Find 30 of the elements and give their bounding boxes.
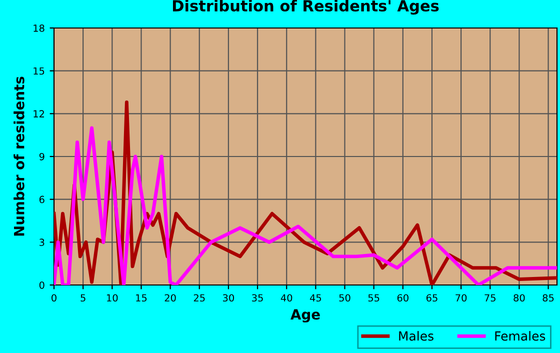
legend-label: Males — [399, 331, 434, 341]
x-tick-label: 25 — [194, 294, 205, 302]
y-tick-label: 9 — [39, 152, 44, 160]
y-tick-label: 12 — [34, 110, 44, 118]
x-tick-label: 30 — [223, 294, 234, 302]
x-tick-label: 70 — [456, 294, 467, 302]
x-tick-label: 15 — [136, 294, 147, 302]
x-tick-label: 75 — [484, 294, 496, 302]
x-tick-label: 45 — [310, 294, 322, 302]
legend-label: Females — [495, 331, 546, 341]
x-tick-label: 40 — [280, 294, 292, 302]
x-tick-label: 35 — [252, 294, 263, 302]
y-tick-label: 15 — [34, 67, 44, 75]
y-tick-label: 3 — [40, 238, 44, 246]
chart-title: Distribution of Residents' Ages — [172, 0, 439, 15]
x-tick-label: 20 — [164, 294, 176, 302]
x-tick-label: 0 — [52, 294, 56, 302]
x-tick-label: 10 — [107, 294, 118, 302]
y-tick-label: 0 — [39, 281, 44, 289]
x-axis-title: Age — [290, 309, 320, 322]
x-tick-label: 65 — [426, 294, 438, 302]
x-tick-label: 50 — [339, 294, 350, 302]
x-tick-label: 5 — [80, 294, 86, 302]
x-tick-label: 80 — [514, 294, 525, 302]
x-tick-label: 85 — [542, 294, 554, 302]
x-tick-label: 55 — [368, 294, 380, 302]
y-tick-label: 18 — [34, 24, 44, 32]
y-tick-label: 6 — [39, 196, 44, 204]
x-tick-label: 60 — [397, 294, 408, 302]
y-axis-title: Number of residents — [14, 76, 24, 236]
